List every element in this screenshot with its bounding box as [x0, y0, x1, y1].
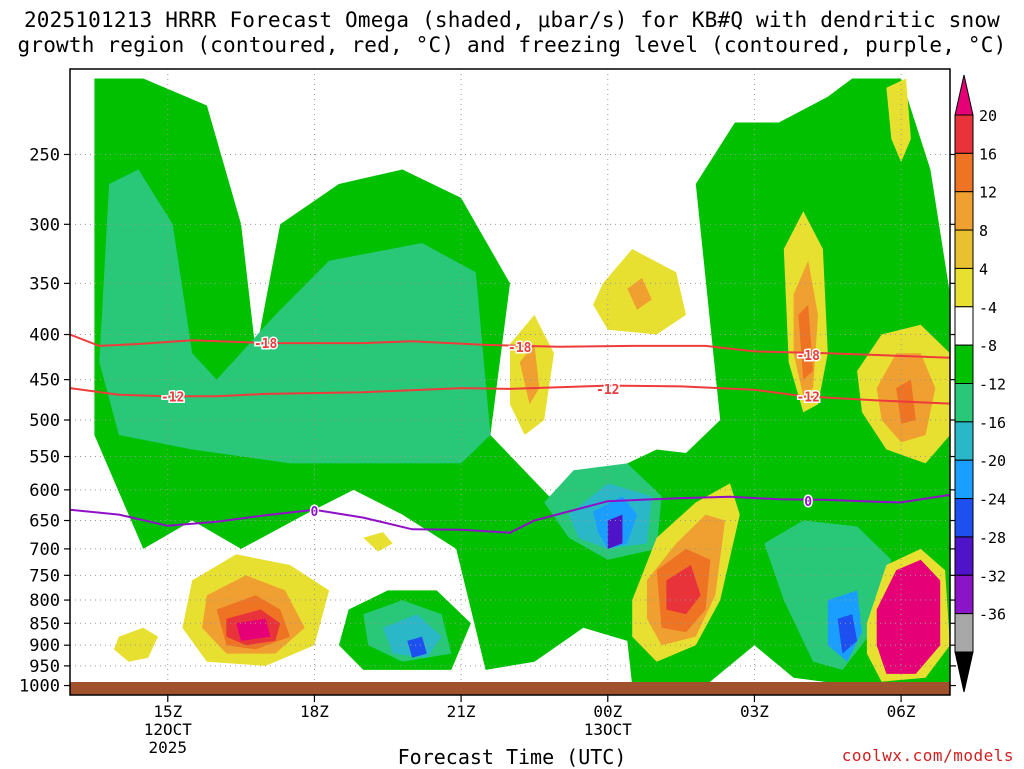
omega-region-23 — [876, 559, 941, 674]
omega-shading — [94, 78, 950, 686]
colorbar-segment — [954, 267, 974, 308]
freezing-level-label: 0 — [311, 505, 319, 520]
colorbar-segment — [954, 498, 974, 538]
contour-lines — [70, 333, 950, 534]
colorbar-segment — [954, 574, 974, 615]
colorbar-segment — [954, 152, 974, 193]
x-tick-label: 18Z — [300, 702, 329, 721]
dgz-contour-label: -18 — [508, 341, 532, 356]
y-tick-label: 300 — [29, 215, 60, 235]
freezing-level-contour — [70, 493, 950, 534]
y-tick-label: 750 — [29, 566, 60, 586]
colorbar-label: -24 — [979, 491, 1006, 509]
contour-labels: -18 -18 -18 -12 -12 -12 0 0 — [159, 336, 821, 522]
omega-region-29 — [798, 304, 814, 380]
x-axis-title: Forecast Time (UTC) — [397, 745, 627, 769]
colorbar-label: -8 — [979, 337, 997, 355]
colorbar-label: -36 — [979, 606, 1006, 624]
colorbar-label: 20 — [979, 107, 997, 125]
colorbar-segment — [954, 191, 974, 231]
colorbar-label: -32 — [979, 567, 1006, 585]
omega-region-31 — [519, 344, 540, 405]
omega-region-1 — [99, 169, 491, 464]
y-tick-label: 900 — [29, 636, 60, 656]
chart-title-line-2: growth region (contoured, red, °C) and f… — [17, 33, 1007, 57]
omega-region-36 — [363, 532, 393, 552]
dgz-contour-label: -18 — [254, 337, 278, 352]
y-tick-label: 700 — [29, 540, 60, 560]
colorbar-segment — [954, 421, 974, 461]
omega-region-17 — [236, 618, 271, 641]
colorbar-label: -4 — [979, 299, 997, 317]
colorbar-segment — [954, 229, 974, 269]
omega-region-0 — [94, 78, 950, 686]
colorbar-label: -16 — [979, 414, 1006, 432]
y-axis: 2503003504004505005506006507007508008509… — [19, 145, 956, 697]
y-tick-label: 600 — [29, 481, 60, 501]
x-tick-label: 13OCT — [584, 720, 633, 739]
colorbar-label: 8 — [979, 222, 988, 240]
y-tick-label: 400 — [29, 326, 60, 346]
x-tick-label: 2025 — [149, 738, 188, 757]
omega-region-12 — [837, 614, 858, 654]
y-tick-label: 500 — [29, 411, 60, 431]
x-tick-label: 03Z — [740, 702, 769, 721]
colorbar: 20 16 12 8 4 -4 -8 -12 -16 -20 -24 -28 -32 -36 — [954, 74, 1006, 693]
omega-region-34 — [886, 78, 911, 163]
colorbar-label: 4 — [979, 260, 988, 278]
x-tick-label: 12OCT — [144, 720, 193, 739]
y-tick-label: 350 — [29, 274, 60, 294]
omega-region-5 — [607, 514, 623, 549]
y-tick-label: 650 — [29, 512, 60, 532]
colorbar-segment — [954, 383, 974, 423]
y-tick-label: 250 — [29, 145, 60, 165]
terrain-strip — [70, 682, 950, 695]
x-tick-label: 21Z — [447, 702, 476, 721]
colorbar-label: -28 — [979, 529, 1006, 547]
x-tick-label: 00Z — [593, 702, 622, 721]
colorbar-segment — [954, 306, 974, 346]
omega-region-21 — [666, 565, 701, 615]
dgz-contour-label: -12 — [596, 383, 619, 398]
colorbar-segment — [954, 613, 974, 653]
colorbar-label: 12 — [979, 184, 997, 202]
x-tick-label: 15Z — [153, 702, 182, 721]
dgz-contour-label: -12 — [796, 390, 819, 405]
y-tick-label: 550 — [29, 448, 60, 468]
colorbar-segment — [954, 459, 974, 500]
colorbar-label: -20 — [979, 452, 1006, 470]
colorbar-bottom-triangle — [954, 651, 974, 693]
dgz-contour--12 — [70, 384, 950, 405]
y-tick-label: 950 — [29, 657, 60, 677]
dgz-contour-label: -18 — [796, 349, 820, 364]
y-tick-label: 1000 — [19, 677, 60, 697]
omega-region-9 — [407, 636, 427, 658]
x-tick-label: 06Z — [887, 702, 916, 721]
colorbar-segment — [954, 114, 974, 154]
y-tick-label: 800 — [29, 591, 60, 611]
y-tick-label: 450 — [29, 371, 60, 391]
omega-region-33 — [627, 277, 652, 310]
dgz-contour--18 — [70, 333, 950, 359]
freezing-level-label: 0 — [804, 495, 812, 510]
dgz-contour-label: -12 — [161, 390, 184, 405]
plot-frame — [69, 68, 951, 696]
omega-region-8 — [382, 614, 442, 658]
colorbar-label: -12 — [979, 376, 1006, 394]
terrain-surface — [70, 682, 950, 695]
colorbar-top-triangle — [954, 74, 974, 116]
source-credit[interactable]: coolwx.com/models — [841, 746, 1014, 765]
colorbar-label: 16 — [979, 145, 997, 163]
y-tick-label: 850 — [29, 614, 60, 634]
chart-title-line-1: 2025101213 HRRR Forecast Omega (shaded, … — [23, 8, 1001, 32]
colorbar-segment — [954, 344, 974, 384]
colorbar-segment — [954, 536, 974, 576]
